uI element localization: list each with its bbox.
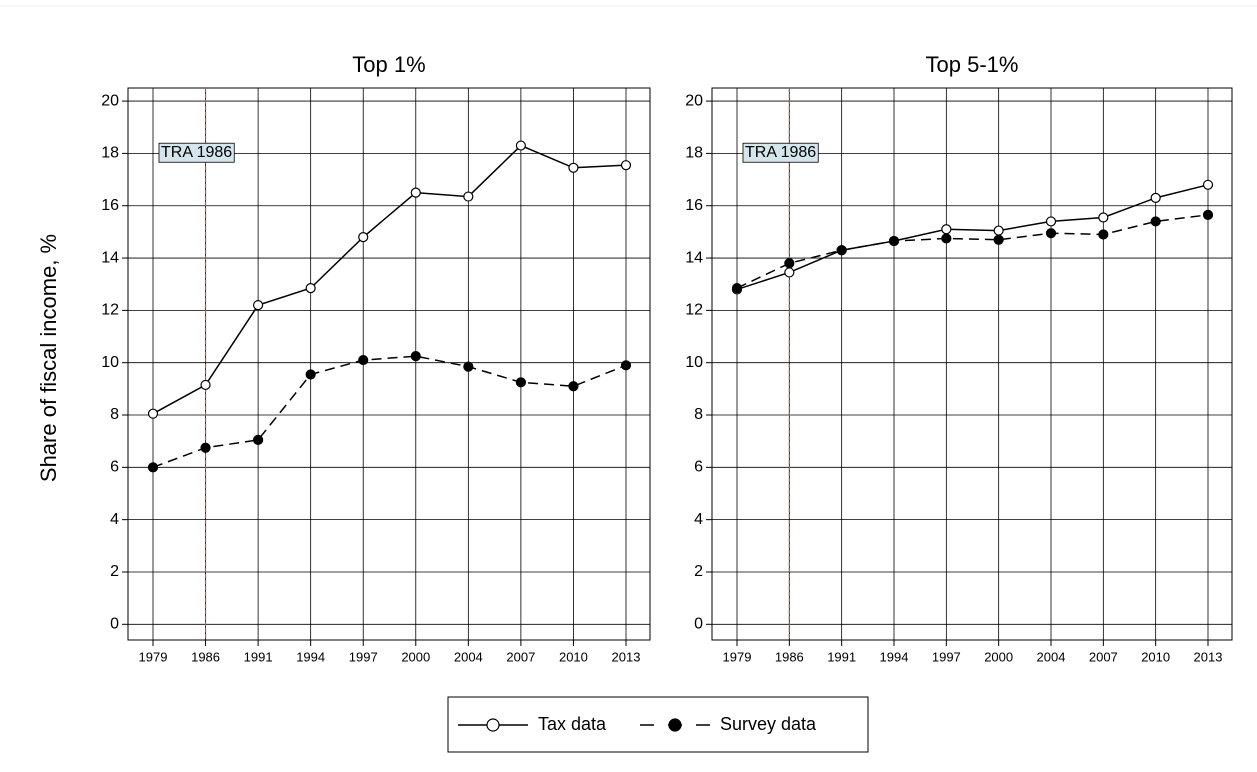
data-point <box>410 351 421 362</box>
y-tick-label: 18 <box>685 145 703 162</box>
y-tick-label: 8 <box>694 406 703 423</box>
y-tick-label: 12 <box>685 302 703 319</box>
data-point <box>1098 229 1109 240</box>
y-tick-label: 2 <box>110 563 119 580</box>
x-tick-label: 1979 <box>723 649 752 664</box>
annotation: TRA 1986 <box>161 144 232 161</box>
y-tick-label: 20 <box>685 92 703 109</box>
x-tick-label: 2004 <box>454 649 483 664</box>
data-point <box>1045 228 1057 239</box>
y-tick-label: 6 <box>110 459 119 476</box>
series-line <box>736 184 1209 291</box>
data-point <box>731 283 743 294</box>
x-tick-label: 2000 <box>401 649 430 664</box>
data-point <box>410 187 421 198</box>
data-point <box>515 140 526 151</box>
data-point <box>358 232 369 243</box>
data-point <box>253 434 264 445</box>
data-point <box>200 379 211 391</box>
plot-frame <box>127 87 651 641</box>
annotation: TRA 1986 <box>745 144 816 161</box>
data-point <box>1045 216 1057 227</box>
data-point <box>993 225 1004 236</box>
data-point <box>1150 192 1161 203</box>
data-point <box>941 224 952 235</box>
annotation-box <box>742 142 819 163</box>
data-point <box>1202 179 1214 190</box>
series-line <box>736 214 1209 289</box>
y-axis-label: Share of fiscal income, % <box>36 234 61 482</box>
data-point <box>784 258 795 269</box>
y-tick-label: 20 <box>101 92 119 109</box>
legend-swatch-marker <box>668 718 682 732</box>
y-tick-label: 18 <box>101 145 119 162</box>
data-point <box>463 361 474 372</box>
plot-frame <box>711 87 1233 641</box>
data-point <box>1150 216 1161 227</box>
y-tick-label: 0 <box>694 616 703 633</box>
data-point <box>784 267 795 278</box>
data-point <box>1098 212 1109 223</box>
series-line <box>152 144 627 415</box>
data-point <box>463 191 474 202</box>
data-point <box>305 369 316 380</box>
x-tick-label: 1986 <box>191 649 220 664</box>
legend-label: Tax data <box>538 714 607 734</box>
y-tick-label: 6 <box>694 459 703 476</box>
data-point <box>1202 209 1214 220</box>
y-tick-label: 10 <box>685 354 703 371</box>
y-tick-label: 10 <box>101 354 119 371</box>
x-tick-label: 2010 <box>1141 649 1170 664</box>
legend-swatch-marker <box>486 718 500 732</box>
x-tick-label: 1994 <box>880 649 909 664</box>
y-tick-label: 14 <box>101 249 119 266</box>
y-tick-label: 12 <box>101 302 119 319</box>
data-point <box>993 234 1004 245</box>
x-tick-label: 2007 <box>1089 649 1118 664</box>
x-tick-label: 2013 <box>612 649 641 664</box>
data-point <box>147 408 159 419</box>
data-point <box>147 462 159 473</box>
y-tick-label: 0 <box>110 616 119 633</box>
y-tick-label: 4 <box>110 511 119 528</box>
panel-title: Top 1% <box>352 52 425 77</box>
annotation-box <box>158 142 235 163</box>
data-point <box>568 162 579 173</box>
x-tick-label: 1997 <box>932 649 961 664</box>
data-point <box>836 245 847 256</box>
x-tick-label: 1991 <box>827 649 856 664</box>
x-tick-label: 2010 <box>559 649 588 664</box>
data-point <box>941 233 952 244</box>
x-tick-label: 2013 <box>1194 649 1223 664</box>
y-tick-label: 14 <box>685 249 703 266</box>
data-point <box>200 442 211 453</box>
x-tick-label: 1986 <box>775 649 804 664</box>
y-tick-label: 4 <box>694 511 703 528</box>
y-tick-label: 16 <box>685 197 703 214</box>
data-point <box>358 354 369 366</box>
x-tick-label: 1991 <box>244 649 273 664</box>
x-tick-label: 2004 <box>1037 649 1066 664</box>
y-tick-label: 2 <box>694 563 703 580</box>
x-tick-label: 1997 <box>349 649 378 664</box>
x-tick-label: 2000 <box>984 649 1013 664</box>
series-line <box>152 355 627 469</box>
data-point <box>253 300 264 311</box>
data-point <box>620 360 632 371</box>
panel-title: Top 5-1% <box>926 52 1019 77</box>
x-tick-label: 1979 <box>139 649 168 664</box>
y-tick-label: 16 <box>101 197 119 214</box>
x-tick-label: 1994 <box>296 649 325 664</box>
data-point <box>515 377 526 388</box>
data-point <box>888 235 900 247</box>
data-point <box>305 283 316 294</box>
data-point <box>620 160 632 171</box>
data-point <box>568 381 579 392</box>
legend-label: Survey data <box>720 714 817 734</box>
y-tick-label: 8 <box>110 406 119 423</box>
x-tick-label: 2007 <box>506 649 535 664</box>
